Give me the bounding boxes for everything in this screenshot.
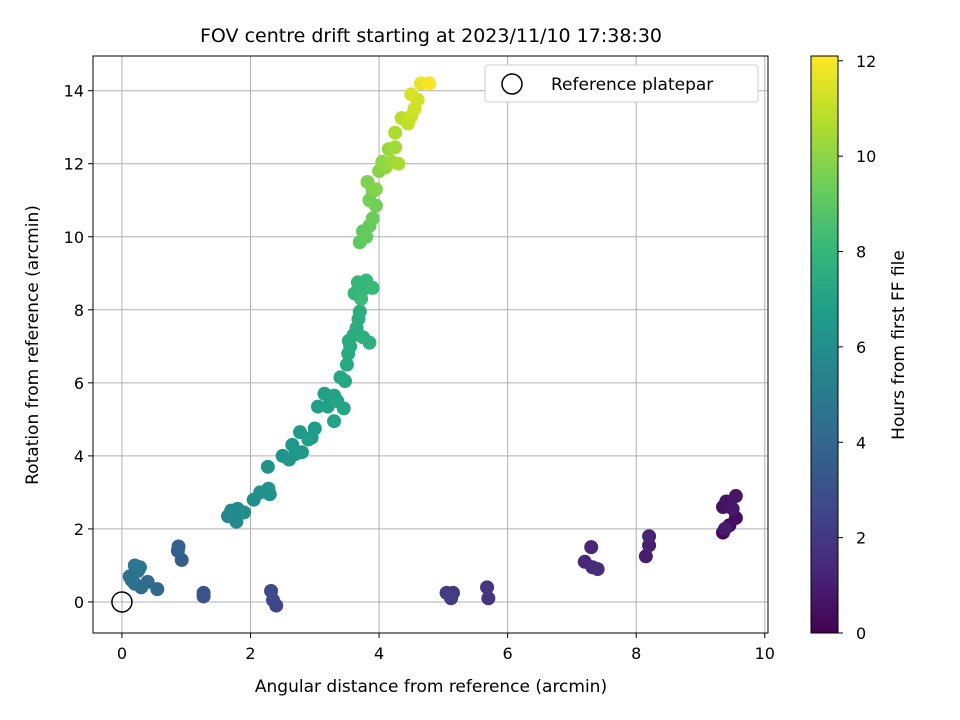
data-point [336, 401, 351, 416]
y-tick-label: 12 [64, 155, 84, 174]
data-point [229, 514, 244, 529]
data-point [150, 582, 165, 597]
data-point [260, 459, 275, 474]
x-tick-label: 0 [117, 644, 127, 663]
data-point [480, 580, 495, 595]
data-point [590, 562, 605, 577]
data-point [728, 489, 743, 504]
colorbar-ticks: 0 2 4 6 8 10 12 [838, 52, 876, 643]
x-tick-label: 4 [374, 644, 384, 663]
y-tick-label: 4 [74, 447, 84, 466]
data-point [481, 591, 496, 606]
data-point [294, 445, 309, 460]
legend: Reference platepar [484, 64, 759, 103]
data-point [391, 156, 406, 171]
data-point [338, 374, 352, 389]
x-tick-label: 10 [755, 644, 775, 663]
data-point [327, 414, 342, 429]
plot-frame [92, 55, 769, 634]
data-point [404, 87, 419, 102]
x-tick-label: 6 [503, 644, 513, 663]
colorbar-tick-label: 2 [856, 529, 866, 548]
colorbar-label: Hours from first FF file [889, 250, 909, 440]
colorbar-tick-label: 6 [856, 338, 866, 357]
colorbar-tick-label: 12 [856, 52, 876, 71]
y-axis-ticks: 0 2 4 6 8 10 12 14 [64, 82, 93, 612]
data-point [311, 399, 325, 414]
legend-box [484, 64, 759, 103]
data-point [171, 539, 186, 554]
data-point [362, 335, 377, 350]
data-point [359, 229, 374, 244]
data-point [368, 182, 383, 197]
y-tick-label: 6 [74, 374, 84, 393]
data-point [444, 591, 459, 606]
data-point [584, 540, 599, 555]
colorbar-tick-label: 10 [856, 147, 876, 166]
data-point [365, 280, 380, 295]
x-axis-label: Angular distance from reference (arcmin) [255, 677, 607, 697]
colorbar-gradient [810, 55, 839, 634]
x-tick-label: 8 [631, 644, 641, 663]
colorbar: 0 2 4 6 8 10 12 Hours from first FF file [810, 52, 909, 643]
data-point [638, 549, 653, 564]
y-tick-label: 8 [74, 301, 84, 320]
legend-marker [501, 73, 523, 95]
data-point [642, 529, 657, 544]
data-point [264, 584, 279, 599]
data-point [717, 521, 732, 536]
data-point [301, 432, 316, 447]
data-point [352, 304, 367, 319]
data-point [262, 487, 277, 502]
y-tick-label: 2 [74, 520, 84, 539]
legend-entry-reference: Reference platepar [551, 75, 713, 95]
data-point [388, 125, 403, 140]
grid [93, 56, 768, 633]
data-point [237, 505, 252, 520]
data-point [354, 291, 369, 306]
colorbar-tick-label: 4 [856, 433, 866, 452]
data-point [725, 501, 740, 516]
chart-title: FOV centre drift starting at 2023/11/10 … [200, 25, 662, 47]
data-point [422, 76, 437, 91]
data-points [122, 76, 743, 613]
x-tick-label: 2 [245, 644, 255, 663]
data-point [196, 589, 211, 604]
data-point [388, 140, 403, 155]
data-point [132, 560, 147, 575]
data-point [339, 357, 354, 372]
data-point [365, 211, 380, 226]
colorbar-tick-label: 0 [856, 624, 866, 643]
y-tick-label: 14 [64, 82, 84, 101]
y-tick-label: 0 [74, 593, 84, 612]
y-tick-label: 10 [64, 228, 84, 247]
colorbar-tick-label: 8 [856, 243, 866, 262]
x-axis-ticks: 0 2 4 6 8 10 [117, 633, 775, 663]
data-point [307, 421, 322, 436]
y-axis-label: Rotation from reference (arcmin) [23, 205, 43, 485]
reference-point [111, 591, 133, 613]
